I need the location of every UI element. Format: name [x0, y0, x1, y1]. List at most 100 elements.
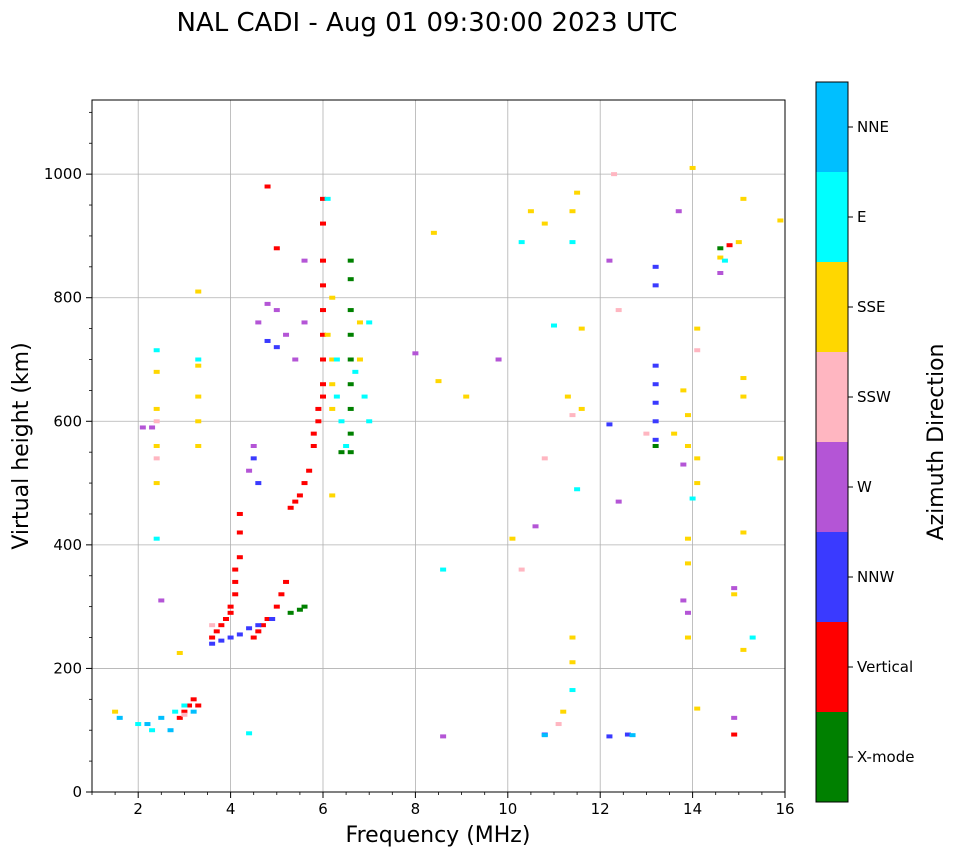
data-point-vertical: [301, 481, 308, 486]
data-point-ssw: [611, 172, 618, 177]
data-point-x-mode: [296, 607, 303, 612]
data-point-sse: [735, 240, 742, 245]
data-point-w: [680, 598, 687, 603]
data-point-w: [149, 425, 156, 430]
data-point-nne: [144, 722, 151, 727]
data-point-sse: [578, 326, 585, 331]
y-tick-label: 600: [53, 412, 82, 430]
data-point-w: [615, 499, 622, 504]
data-point-ssw: [615, 308, 622, 313]
data-point-sse: [195, 394, 202, 399]
colorbar-tick-label: NNE: [857, 118, 889, 136]
data-point-sse: [689, 165, 696, 170]
data-point-w: [440, 734, 447, 739]
x-tick-label: 16: [775, 800, 794, 818]
data-point-nnw: [236, 632, 243, 637]
data-point-vertical: [310, 431, 317, 436]
data-point-e: [153, 536, 160, 541]
data-point-sse: [564, 394, 571, 399]
data-point-sse: [680, 388, 687, 393]
data-point-x-mode: [347, 382, 354, 387]
data-point-w: [412, 351, 419, 356]
data-point-w: [250, 444, 257, 448]
data-point-sse: [717, 255, 724, 260]
data-point-x-mode: [717, 246, 724, 251]
data-point-x-mode: [347, 258, 354, 263]
data-point-sse: [694, 706, 701, 711]
data-point-nnw: [652, 264, 659, 269]
data-point-sse: [153, 481, 160, 486]
data-point-vertical: [232, 567, 239, 572]
data-point-nne: [541, 733, 548, 738]
data-point-vertical: [236, 511, 243, 516]
data-point-w: [246, 468, 253, 473]
data-point-sse: [153, 369, 160, 374]
data-point-sse: [195, 444, 202, 448]
data-point-sse: [740, 530, 747, 535]
data-point-w: [680, 462, 687, 467]
data-point-vertical: [292, 499, 299, 504]
data-point-sse: [509, 536, 516, 541]
data-point-x-mode: [347, 308, 354, 313]
data-point-e: [749, 635, 756, 640]
data-point-sse: [356, 320, 363, 325]
data-point-sse: [777, 456, 784, 461]
data-point-e: [366, 320, 373, 325]
data-point-vertical: [306, 468, 313, 473]
data-point-e: [195, 357, 202, 362]
data-point-vertical: [273, 246, 280, 251]
data-point-vertical: [278, 592, 285, 597]
data-point-vertical: [190, 697, 197, 702]
data-point-vertical: [320, 221, 326, 226]
data-point-sse: [430, 230, 437, 235]
data-point-sse: [112, 709, 119, 714]
data-point-nnw: [273, 345, 280, 350]
data-point-sse: [569, 660, 576, 665]
data-point-vertical: [320, 283, 326, 288]
x-axis-label: Frequency (MHz): [346, 823, 531, 848]
data-point-nnw: [652, 363, 659, 368]
x-tick-label: 14: [683, 800, 702, 818]
y-tick-label: 0: [72, 783, 82, 801]
data-point-sse: [463, 394, 470, 399]
data-point-vertical: [264, 617, 271, 621]
data-point-vertical: [259, 623, 266, 628]
data-point-sse: [541, 221, 548, 226]
data-point-e: [366, 419, 373, 424]
data-points: [112, 165, 784, 739]
data-point-e: [181, 703, 188, 708]
data-point-sse: [329, 357, 336, 362]
colorbar-label: Azimuth Direction: [924, 343, 949, 540]
data-point-x-mode: [347, 357, 354, 362]
data-point-vertical: [186, 703, 193, 708]
data-point-vertical: [320, 196, 326, 201]
data-point-sse: [694, 326, 701, 331]
data-point-sse: [176, 650, 183, 655]
data-point-sse: [195, 363, 202, 368]
data-point-w: [292, 357, 299, 362]
data-point-vertical: [273, 604, 280, 609]
data-point-vertical: [222, 617, 229, 621]
data-point-nne: [167, 728, 174, 733]
data-point-vertical: [310, 444, 317, 448]
data-point-w: [139, 425, 146, 430]
data-point-e: [440, 567, 447, 572]
data-point-vertical: [236, 530, 243, 535]
data-point-ssw: [181, 712, 188, 717]
grid-lines: [92, 100, 785, 792]
data-point-w: [731, 586, 738, 591]
data-point-e: [149, 728, 156, 733]
data-point-e: [172, 709, 179, 714]
data-point-vertical: [195, 703, 202, 708]
data-point-w: [255, 320, 262, 325]
data-point-e: [343, 444, 350, 448]
data-point-vertical: [283, 579, 290, 584]
data-point-vertical: [181, 709, 188, 714]
data-point-vertical: [320, 258, 326, 263]
data-point-w: [301, 320, 308, 325]
data-point-w: [717, 271, 724, 275]
data-point-sse: [740, 647, 747, 652]
data-point-sse: [153, 406, 160, 411]
colorbar-segment: [816, 532, 848, 622]
